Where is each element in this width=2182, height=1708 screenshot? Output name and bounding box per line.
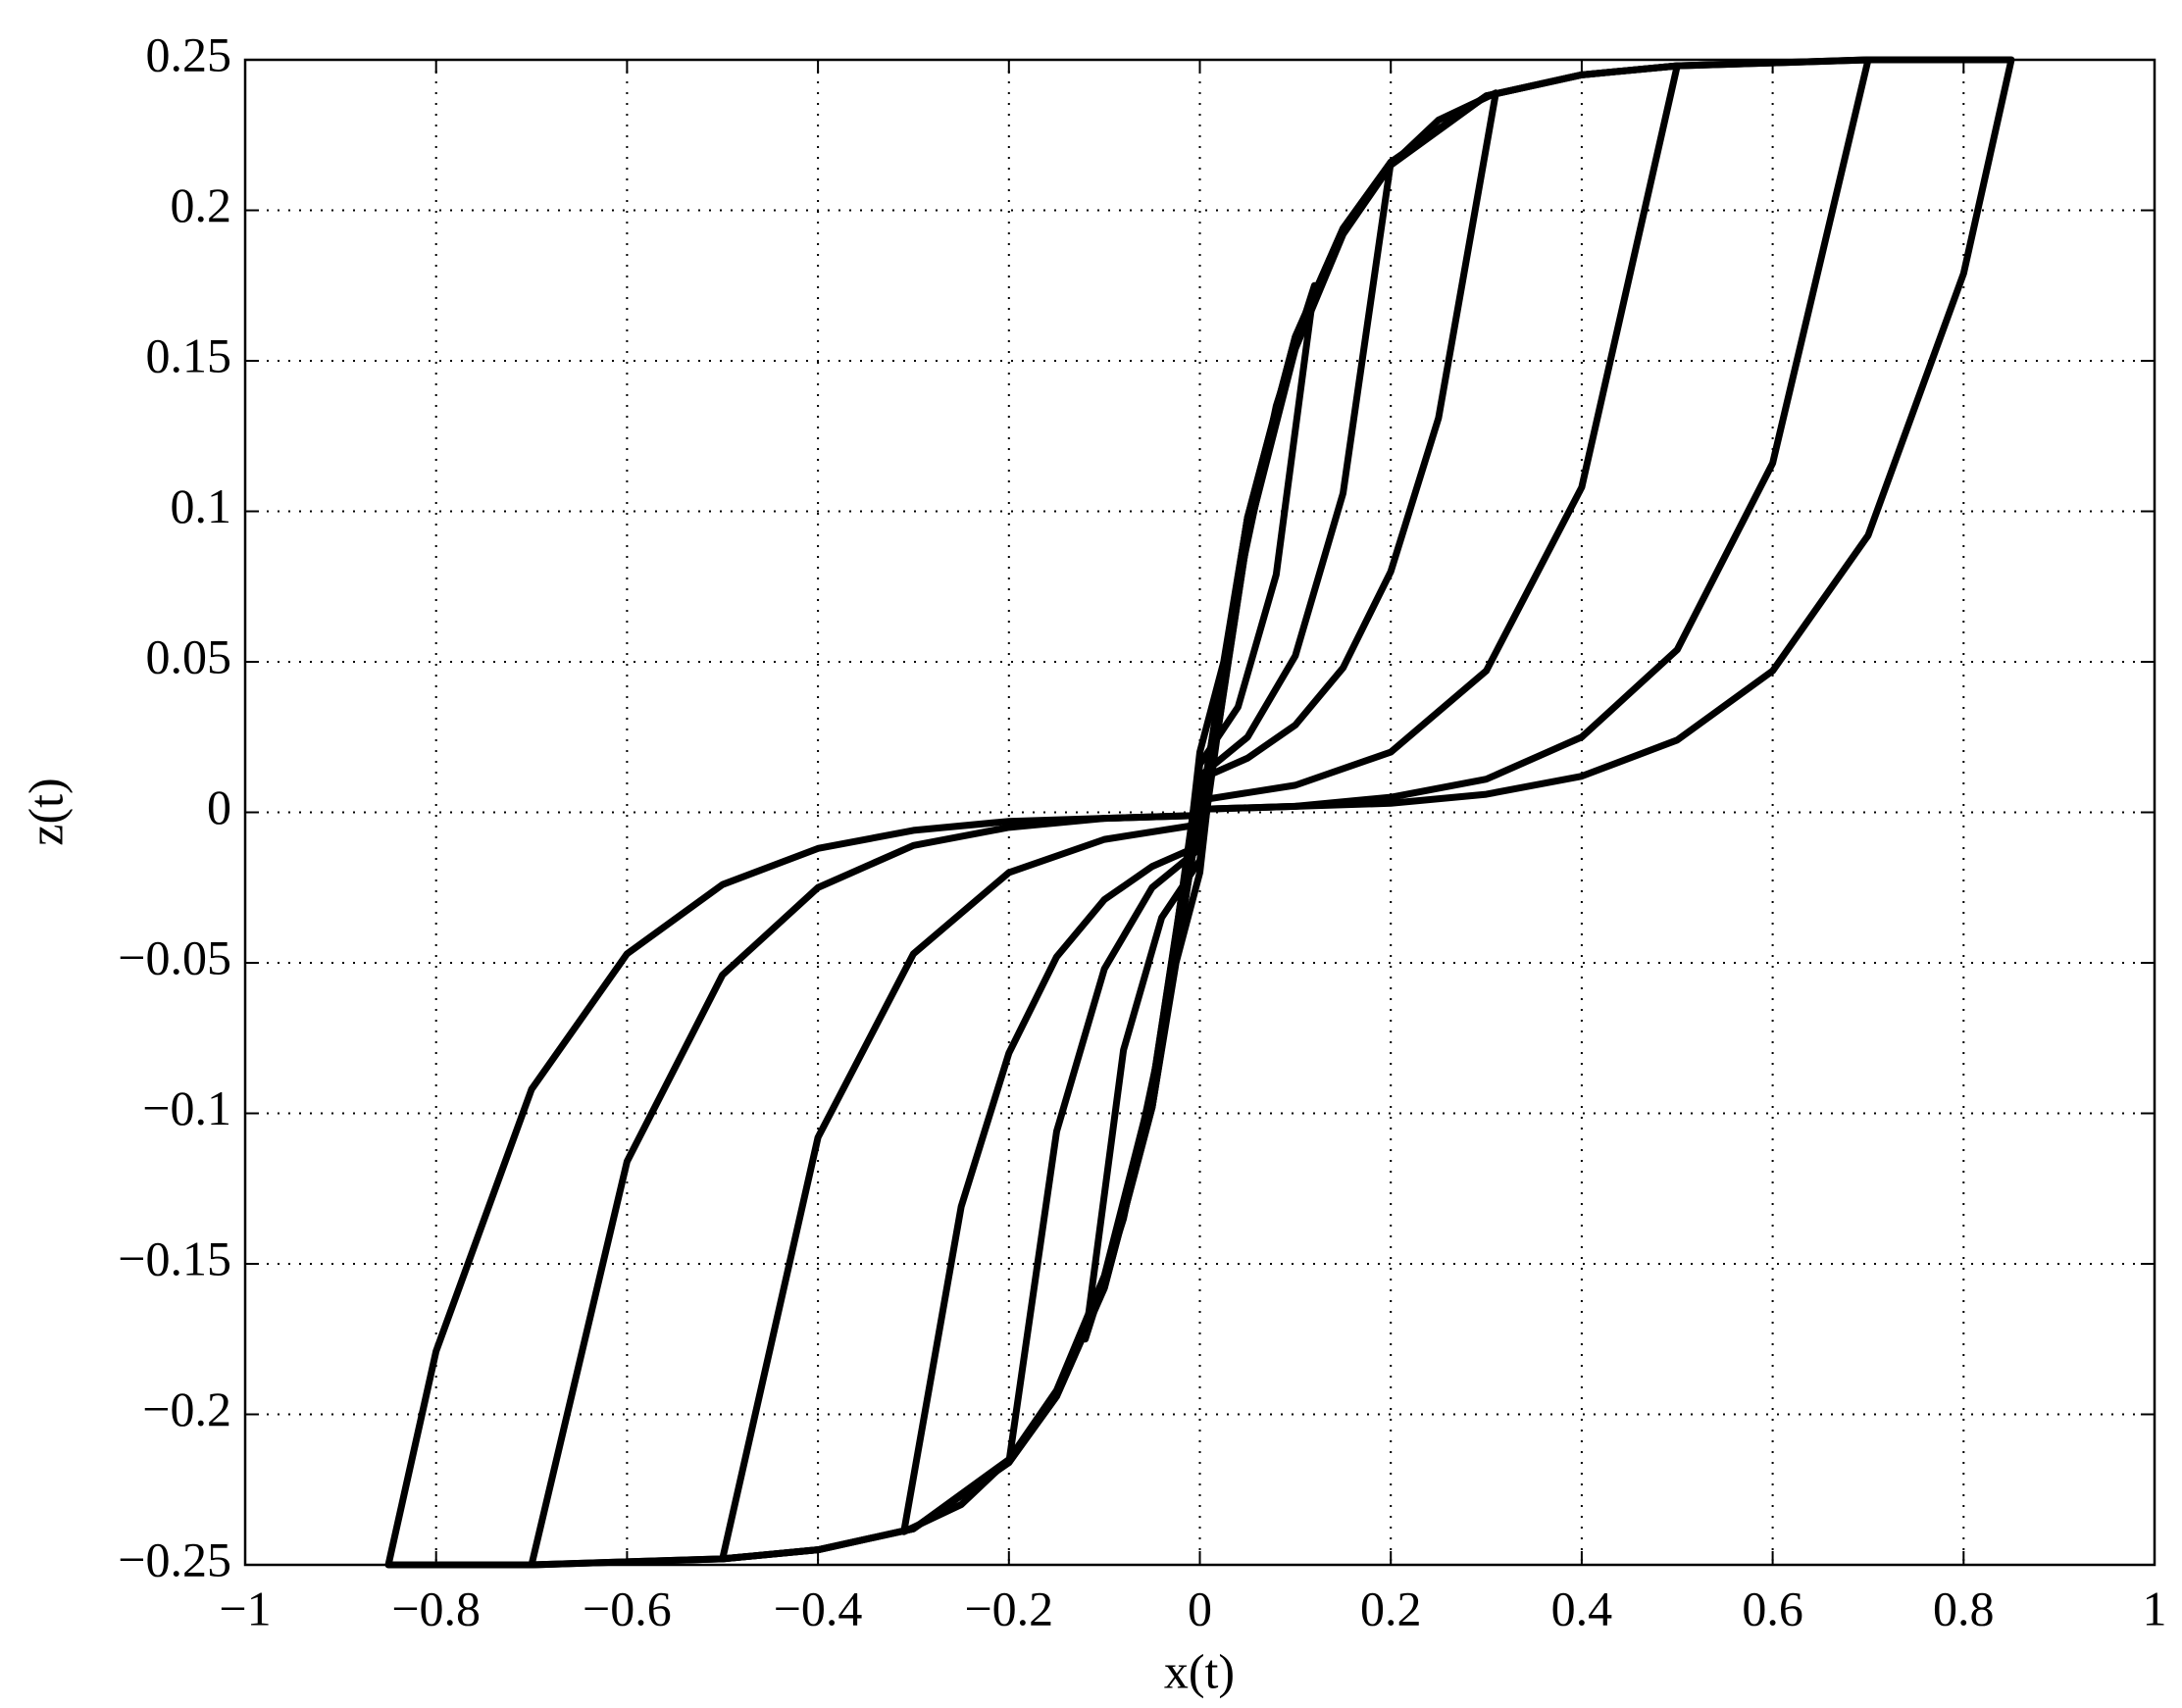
- x-tick-label: −0.4: [774, 1581, 863, 1635]
- y-tick-label: 0.25: [146, 26, 232, 81]
- curves: [384, 56, 2015, 1569]
- x-tick-label: 1: [2143, 1581, 2167, 1635]
- y-tick-label: −0.25: [118, 1532, 231, 1586]
- x-tick-label: −0.2: [964, 1581, 1053, 1635]
- x-tick-label: 0.2: [1360, 1581, 1422, 1635]
- x-tick-label: −0.8: [391, 1581, 481, 1635]
- y-tick-label: −0.2: [142, 1381, 231, 1436]
- x-axis-label: x(t): [1164, 1643, 1235, 1698]
- x-tick-label: 0.6: [1742, 1581, 1803, 1635]
- y-axis-label: z(t): [18, 778, 73, 845]
- x-tick-label: 0.4: [1551, 1581, 1613, 1635]
- y-tick-label: −0.1: [142, 1080, 231, 1135]
- plot-frame: [243, 58, 2157, 1567]
- loop-curve: [1148, 514, 1251, 1111]
- y-tick-label: 0.15: [146, 327, 232, 382]
- y-tick-label: 0.05: [146, 628, 232, 683]
- x-tick-label: −1: [219, 1581, 271, 1635]
- y-tick-label: 0.2: [171, 177, 232, 232]
- y-tick-label: −0.05: [118, 929, 231, 984]
- y-tick-label: 0: [207, 779, 231, 834]
- y-tick-label: −0.15: [118, 1231, 231, 1285]
- y-tick-label: 0.1: [171, 478, 232, 533]
- x-tick-label: −0.6: [583, 1581, 672, 1635]
- x-tick-label: 0: [1188, 1581, 1212, 1635]
- x-tick-label: 0.8: [1933, 1581, 1995, 1635]
- axes: −1 −0.8 −0.6 −0.4 −0.2 0 0.2 0.4 0.6 0.8 1 −0.25 −0.…: [118, 26, 2166, 1635]
